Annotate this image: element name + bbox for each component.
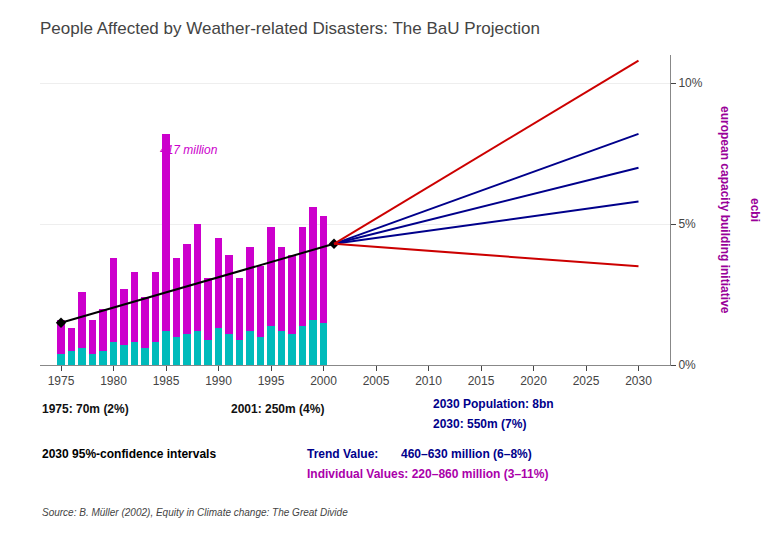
svg-text:2015: 2015 xyxy=(468,374,495,388)
svg-text:0%: 0% xyxy=(678,358,696,372)
svg-text:People Affected by Weather-rel: People Affected by Weather-related Disas… xyxy=(40,19,540,38)
svg-text:417 million: 417 million xyxy=(160,143,218,157)
svg-text:2030 95%-confidence intervals: 2030 95%-confidence intervals xyxy=(42,447,216,461)
svg-text:1980: 1980 xyxy=(100,374,127,388)
svg-text:2025: 2025 xyxy=(573,374,600,388)
svg-text:Source: B. Müller (2002), Equi: Source: B. Müller (2002), Equity in Clim… xyxy=(42,507,348,518)
svg-text:Individual Values: 220–860 mil: Individual Values: 220–860 million (3–11… xyxy=(307,467,548,481)
svg-text:european capacity building ini: european capacity building initiative xyxy=(718,106,732,314)
svg-text:5%: 5% xyxy=(678,217,696,231)
svg-text:460–630 million (6–8%): 460–630 million (6–8%) xyxy=(401,447,532,461)
svg-text:2030 Population: 8bn: 2030 Population: 8bn xyxy=(433,397,554,411)
svg-text:10%: 10% xyxy=(678,76,702,90)
svg-text:2000: 2000 xyxy=(310,374,337,388)
svg-text:2010: 2010 xyxy=(415,374,442,388)
svg-text:1975: 70m (2%): 1975: 70m (2%) xyxy=(42,402,129,416)
svg-text:Trend Value:: Trend Value: xyxy=(307,447,378,461)
svg-text:2030: 2030 xyxy=(625,374,652,388)
svg-text:ecbi: ecbi xyxy=(748,198,762,222)
svg-text:1990: 1990 xyxy=(205,374,232,388)
svg-text:1975: 1975 xyxy=(48,374,75,388)
svg-text:1995: 1995 xyxy=(258,374,285,388)
svg-text:2005: 2005 xyxy=(363,374,390,388)
svg-text:1985: 1985 xyxy=(153,374,180,388)
svg-text:2020: 2020 xyxy=(520,374,547,388)
svg-text:2030: 550m (7%): 2030: 550m (7%) xyxy=(433,417,526,431)
svg-text:2001: 250m (4%): 2001: 250m (4%) xyxy=(231,402,324,416)
